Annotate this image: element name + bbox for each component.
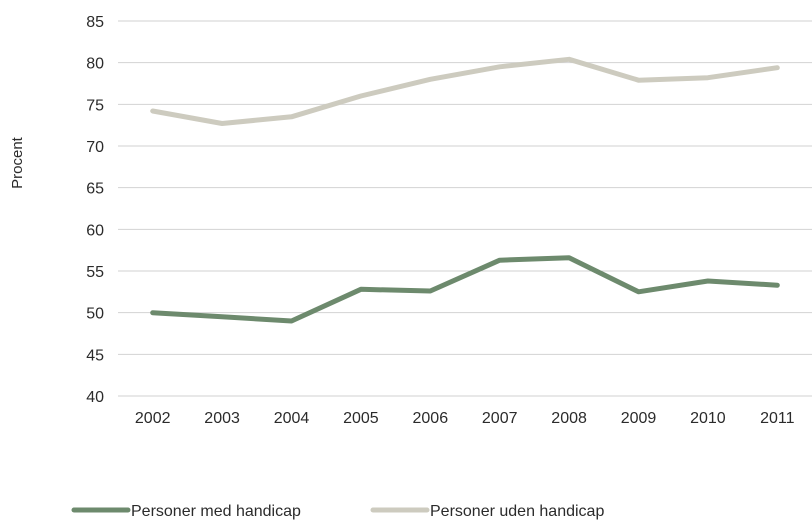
data-point [568, 58, 570, 60]
data-point [221, 316, 223, 318]
x-tick-label: 2002 [135, 410, 171, 427]
data-point [776, 284, 778, 286]
data-point [707, 280, 709, 282]
x-tick-label: 2011 [760, 410, 795, 427]
data-point [638, 79, 639, 81]
data-point [221, 123, 223, 124]
data-point [152, 312, 154, 314]
data-point [291, 320, 292, 322]
data-point [429, 78, 431, 80]
data-point [152, 110, 154, 112]
series-line-0 [150, 255, 780, 324]
y-tick-label: 40 [86, 389, 104, 406]
y-tick-label: 45 [86, 347, 104, 364]
data-point [360, 95, 362, 97]
x-tick-label: 2003 [204, 410, 240, 427]
data-point [499, 66, 501, 68]
series-points-0 [152, 257, 778, 322]
legend-item-0: Personer med handicap [71, 503, 301, 520]
y-tick-label: 70 [86, 139, 104, 156]
gridlines [118, 20, 812, 397]
y-tick-label: 60 [86, 222, 104, 239]
y-axis-label: Procent [9, 136, 26, 189]
x-tick-label: 2004 [274, 410, 310, 427]
x-tick-label: 2005 [343, 410, 379, 427]
data-point [360, 288, 362, 290]
data-point [776, 67, 778, 69]
legend-label: Personer med handicap [131, 503, 301, 520]
x-tick-label: 2010 [690, 410, 726, 427]
data-point [429, 290, 431, 292]
y-tick-label: 85 [86, 14, 104, 31]
series-line-1 [150, 56, 780, 126]
legend-label: Personer uden handicap [430, 503, 604, 520]
y-axis-ticks: 40 45 50 55 60 65 70 75 80 85 [86, 14, 104, 406]
x-tick-label: 2007 [482, 410, 518, 427]
legend: Personer med handicap Personer uden handi… [71, 503, 604, 520]
y-tick-label: 80 [86, 56, 104, 73]
x-tick-label: 2009 [621, 410, 657, 427]
series-lines [150, 56, 780, 324]
data-point [707, 77, 709, 79]
x-axis-ticks: 2002 2003 2004 2005 2006 2007 2008 2009 2010 2011 [135, 410, 795, 427]
x-tick-label: 2006 [413, 410, 449, 427]
data-point [568, 257, 570, 259]
series-points-1 [152, 58, 778, 124]
data-point [291, 116, 292, 118]
data-point [499, 259, 501, 261]
y-tick-label: 50 [86, 306, 104, 323]
y-tick-label: 55 [86, 264, 104, 281]
x-tick-label: 2008 [551, 410, 587, 427]
y-tick-label: 75 [86, 97, 104, 114]
data-point [638, 291, 639, 293]
legend-item-1: Personer uden handicap [370, 503, 604, 520]
y-tick-label: 65 [86, 181, 104, 198]
